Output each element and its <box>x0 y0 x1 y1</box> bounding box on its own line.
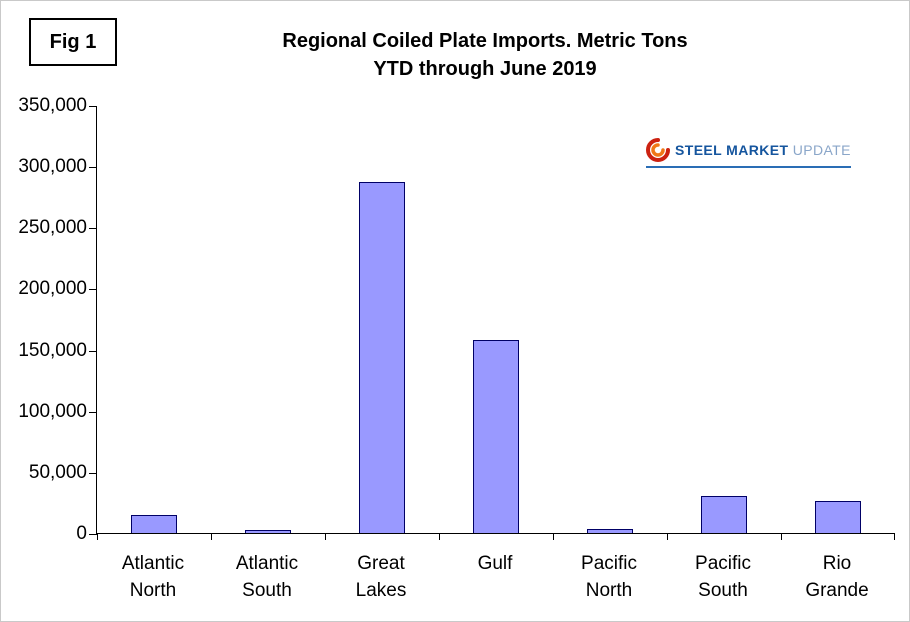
x-axis-category-label: Atlantic North <box>121 553 185 601</box>
bar-pacific-south <box>701 496 747 533</box>
y-axis-tick-label: 350,000 <box>18 95 87 116</box>
plot-area <box>89 106 895 540</box>
y-axis-tick-mark <box>89 472 97 474</box>
figure-number-label: Fig 1 <box>49 30 97 53</box>
bar-atlantic-south <box>245 530 291 533</box>
figure-number-box: Fig 1 <box>29 18 117 66</box>
y-axis-tick-label: 300,000 <box>18 156 87 178</box>
y-axis-tick-label: 100,000 <box>18 400 87 422</box>
bar-gulf <box>473 340 519 533</box>
y-axis-tick-mark <box>89 534 97 535</box>
x-axis-tick-mark <box>894 533 895 540</box>
x-axis-tick-mark <box>325 533 326 540</box>
bar-great-lakes <box>359 182 405 533</box>
x-axis-category-label: Rio Grande <box>805 553 869 601</box>
x-axis-tick-mark <box>439 533 440 540</box>
smu-logo-update: UPDATE <box>788 142 851 158</box>
chart-title-line1: Regional Coiled Plate Imports. Metric To… <box>282 30 688 52</box>
y-axis: 0 50,000 100,000 150,000 200,000 250,000 300,0… <box>1 1 96 621</box>
chart-title-line2: YTD through June 2019 <box>373 58 597 80</box>
y-axis-tick-mark <box>89 289 97 291</box>
x-axis-tick-mark <box>781 533 782 540</box>
smu-logo-steel-market: STEEL MARKET <box>675 142 789 158</box>
x-axis-tick-mark <box>211 533 212 540</box>
bar-atlantic-north <box>131 515 177 533</box>
x-axis-category-label: Atlantic South <box>235 553 299 601</box>
x-axis-category-label: Gulf <box>477 553 513 574</box>
y-axis-tick-label: 50,000 <box>28 461 87 483</box>
y-axis-tick-mark <box>89 350 97 352</box>
smu-swirl-icon <box>646 138 670 162</box>
x-axis-tick-mark <box>97 533 98 540</box>
chart-title: Regional Coiled Plate Imports. Metric To… <box>121 27 849 83</box>
steel-market-update-logo: STEEL MARKET UPDATE <box>646 138 851 168</box>
y-axis-tick-label: 200,000 <box>18 278 87 300</box>
x-axis-category-label: Pacific North <box>581 553 637 601</box>
y-axis-tick-mark <box>89 167 97 169</box>
x-axis-category-label: Great Lakes <box>355 553 407 601</box>
y-axis-tick-label: 250,000 <box>18 217 87 239</box>
bar-pacific-north <box>587 529 633 533</box>
y-axis-tick-mark <box>89 106 97 107</box>
x-axis-tick-mark <box>667 533 668 540</box>
y-axis-tick-mark <box>89 411 97 413</box>
x-axis: Atlantic North Atlantic South Great Lakes G… <box>96 550 894 610</box>
y-axis-tick-label: 150,000 <box>18 339 87 361</box>
x-axis-tick-mark <box>553 533 554 540</box>
y-axis-tick-label: 0 <box>76 523 87 544</box>
smu-logo-text: STEEL MARKET UPDATE <box>675 142 851 158</box>
y-axis-tick-mark <box>89 228 97 230</box>
x-axis-category-label: Pacific South <box>695 553 751 601</box>
bar-rio-grande <box>815 501 861 533</box>
